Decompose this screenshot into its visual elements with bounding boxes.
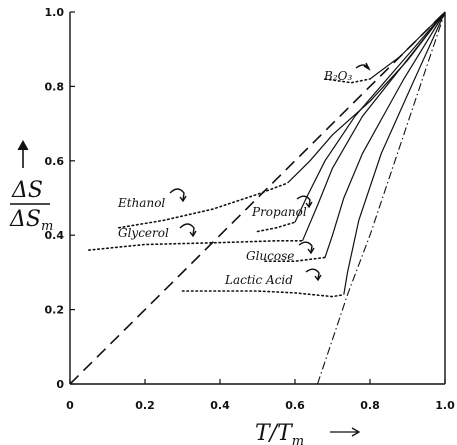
series-ethanol-liquid [287, 11, 446, 184]
series-propanol-supercooled [256, 221, 296, 233]
label-b2o3: B₂O₃ [323, 69, 352, 83]
curl-arrow-icon [296, 195, 313, 209]
axes [69, 12, 446, 385]
label-ethanol: Ethanol [117, 196, 165, 210]
y-axis-denominator: ΔSm [9, 207, 53, 234]
y-axis-arrowhead-icon [17, 139, 29, 151]
y-tick-label: 0.8 [45, 80, 65, 93]
y-tick-label: 0.4 [45, 229, 65, 242]
x-tick-label: 0.8 [360, 399, 380, 412]
label-propanol: Propanol [251, 205, 307, 219]
curl-arrow-icon [355, 62, 371, 71]
series-lactic-acid-supercooled [181, 290, 345, 298]
series-glucose-liquid [324, 11, 446, 258]
y-tick-label: 0.2 [45, 304, 65, 317]
series-b-o-liquid [369, 11, 446, 80]
x-tick-label: 0.2 [135, 399, 155, 412]
curl-arrow-icon [179, 223, 197, 238]
label-glycerol: Glycerol [118, 226, 169, 240]
y-tick-label: 0 [56, 378, 64, 391]
series-lines [88, 11, 446, 298]
series-b-o-supercooled [324, 78, 371, 84]
y-tick-label: 1.0 [45, 6, 65, 19]
series-glycerol-supercooled [88, 240, 304, 251]
curl-arrow-icon [298, 241, 315, 255]
series-glycerol-liquid [301, 11, 446, 242]
series-glucose-supercooled [264, 256, 326, 262]
ticks: 0 0.2 0.4 0.6 0.8 1.0 0 0.2 0.4 0.6 0.8 1.0 [45, 6, 456, 412]
y-tick-label: 0.6 [45, 155, 65, 168]
label-glucose: Glucose [246, 249, 294, 263]
x-tick-label: 0 [66, 399, 74, 412]
y-axis-title: ΔS ΔSm [9, 139, 53, 234]
reference-lines [69, 11, 446, 385]
series-ethanol-supercooled [118, 182, 289, 229]
y-axis-numerator: ΔS [11, 178, 43, 203]
x-axis-arrowhead-icon [351, 427, 361, 437]
reference-line-dashed [69, 11, 446, 385]
curl-arrow-icon [169, 188, 187, 203]
x-tick-label: 0.4 [210, 399, 230, 412]
series-lactic-acid-liquid [343, 11, 446, 295]
x-tick-label: 0.6 [285, 399, 305, 412]
x-tick-label: 1.0 [435, 399, 455, 412]
label-lactic-acid: Lactic Acid [224, 273, 293, 287]
x-axis-label: T/Tm [255, 421, 304, 445]
series-propanol-liquid [294, 11, 446, 223]
x-axis-title: T/Tm [255, 421, 361, 445]
series-labels: Ethanol Glycerol Propanol Glucose Lactic… [117, 62, 371, 287]
curl-arrow-icon [305, 268, 322, 282]
reference-line-dash-dot [316, 11, 446, 385]
